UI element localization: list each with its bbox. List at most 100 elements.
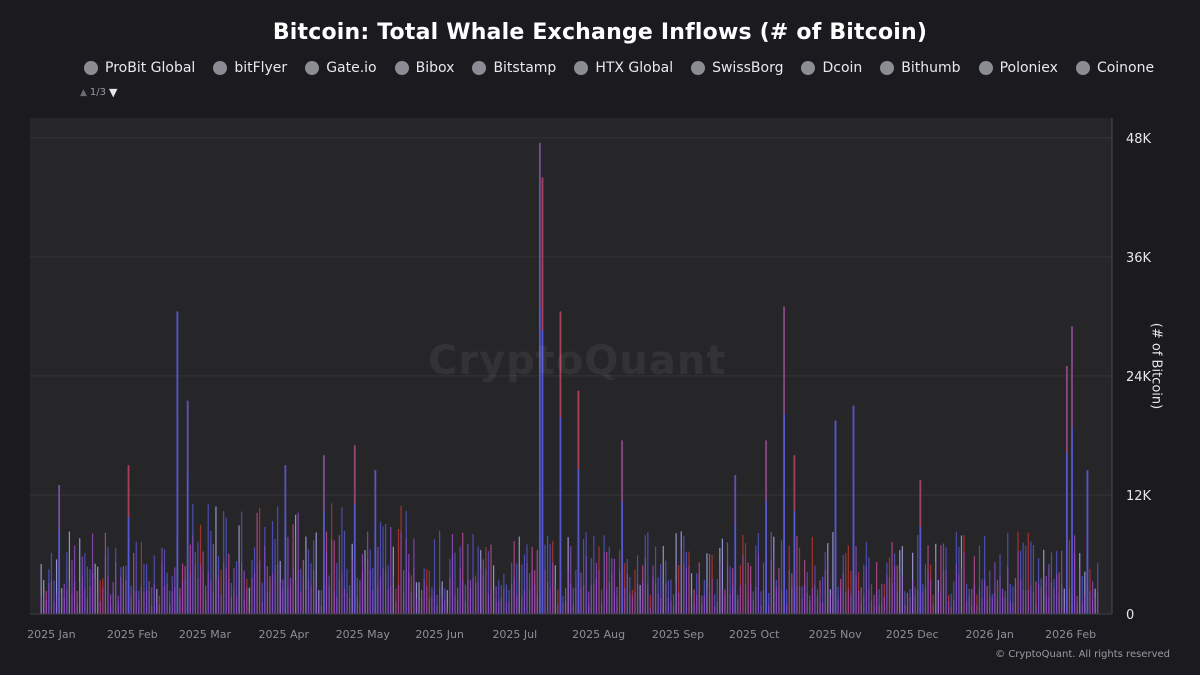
bar bbox=[107, 575, 109, 614]
bar bbox=[989, 570, 991, 614]
bar bbox=[726, 564, 729, 614]
bar-spike bbox=[127, 465, 130, 614]
bar-spike bbox=[284, 465, 287, 614]
bar bbox=[63, 596, 65, 614]
legend-item[interactable]: ProBit Global bbox=[84, 60, 195, 76]
bar-spike bbox=[577, 390, 580, 614]
bar bbox=[66, 590, 68, 614]
bar bbox=[122, 585, 125, 614]
bar-spike-top bbox=[765, 440, 767, 502]
bar bbox=[462, 532, 464, 614]
bar bbox=[217, 577, 220, 614]
bar bbox=[966, 601, 968, 614]
bar bbox=[649, 608, 652, 614]
bar bbox=[876, 561, 878, 614]
bar bbox=[629, 592, 631, 614]
bar bbox=[169, 604, 171, 614]
bar bbox=[891, 583, 893, 614]
bar bbox=[125, 580, 127, 614]
legend-item[interactable]: Bibox bbox=[394, 60, 454, 76]
bar bbox=[223, 562, 225, 614]
bar bbox=[642, 581, 644, 614]
bar bbox=[585, 555, 587, 614]
bar bbox=[683, 563, 685, 614]
bar bbox=[266, 591, 268, 614]
bar bbox=[811, 588, 813, 614]
bar bbox=[287, 536, 289, 614]
bar bbox=[557, 589, 559, 614]
legend-pager[interactable]: ▲ 1/3 ▼ bbox=[80, 86, 117, 99]
bar bbox=[338, 578, 340, 614]
bar bbox=[336, 563, 338, 614]
bar bbox=[359, 580, 361, 614]
legend-item[interactable]: SwissBorg bbox=[691, 60, 783, 76]
pager-up-arrow-icon[interactable]: ▲ bbox=[80, 87, 87, 98]
legend-item[interactable]: Dcoin bbox=[801, 60, 862, 76]
bar bbox=[230, 597, 232, 614]
bar bbox=[387, 588, 389, 614]
bar bbox=[901, 576, 903, 614]
bar bbox=[719, 562, 721, 614]
legend-item[interactable]: Bithumb bbox=[880, 60, 961, 76]
bar bbox=[207, 572, 209, 614]
bar-spike-top bbox=[1087, 470, 1088, 521]
bar bbox=[68, 531, 71, 614]
bar bbox=[878, 605, 880, 614]
bar bbox=[804, 585, 806, 614]
bar bbox=[400, 531, 402, 614]
bar-spike-top bbox=[783, 306, 785, 415]
bar bbox=[482, 575, 484, 614]
bar bbox=[305, 536, 307, 614]
legend-item[interactable]: Gate.io bbox=[305, 60, 377, 76]
bar bbox=[1079, 568, 1081, 614]
bar bbox=[521, 596, 523, 614]
bar bbox=[289, 586, 292, 614]
bar bbox=[647, 532, 649, 614]
bar bbox=[151, 605, 153, 614]
legend-item[interactable]: Bitstamp bbox=[472, 60, 556, 76]
bar bbox=[791, 586, 793, 614]
bar bbox=[978, 588, 981, 614]
legend-item[interactable]: bitFlyer bbox=[213, 60, 287, 76]
bar bbox=[981, 597, 983, 614]
bar bbox=[624, 588, 626, 614]
bar bbox=[660, 564, 662, 614]
bar-spike-top bbox=[835, 420, 836, 489]
legend-label: Dcoin bbox=[822, 60, 863, 76]
legend-item[interactable]: HTX Global bbox=[574, 60, 673, 76]
bar bbox=[698, 573, 700, 614]
bar bbox=[660, 597, 662, 614]
bar bbox=[570, 546, 572, 614]
bar bbox=[752, 600, 754, 614]
bar bbox=[544, 570, 546, 614]
bar bbox=[971, 588, 973, 614]
bar bbox=[896, 591, 898, 614]
bar bbox=[79, 538, 81, 614]
bar bbox=[333, 591, 335, 614]
pager-down-arrow-icon[interactable]: ▼ bbox=[109, 86, 118, 99]
bar bbox=[1017, 551, 1019, 614]
legend-item[interactable]: Poloniex bbox=[978, 60, 1058, 76]
bar bbox=[495, 602, 497, 614]
bar bbox=[143, 591, 145, 614]
bar bbox=[120, 576, 122, 614]
bar bbox=[439, 588, 441, 614]
y-tick-label: 48K bbox=[1126, 132, 1152, 147]
bar bbox=[251, 578, 253, 614]
bar bbox=[950, 593, 952, 614]
bar bbox=[143, 563, 145, 614]
bar bbox=[428, 598, 430, 614]
bar-spike bbox=[1071, 326, 1073, 614]
legend-item[interactable]: Coinone bbox=[1075, 60, 1154, 76]
bar bbox=[140, 587, 143, 614]
bar bbox=[971, 605, 973, 614]
bar bbox=[1027, 532, 1029, 614]
bar bbox=[1068, 539, 1071, 614]
bar bbox=[109, 594, 112, 614]
bar bbox=[469, 587, 472, 614]
bar bbox=[76, 604, 78, 614]
bar bbox=[282, 589, 284, 614]
bar bbox=[485, 568, 487, 614]
bar bbox=[498, 601, 500, 614]
bar bbox=[708, 593, 711, 614]
